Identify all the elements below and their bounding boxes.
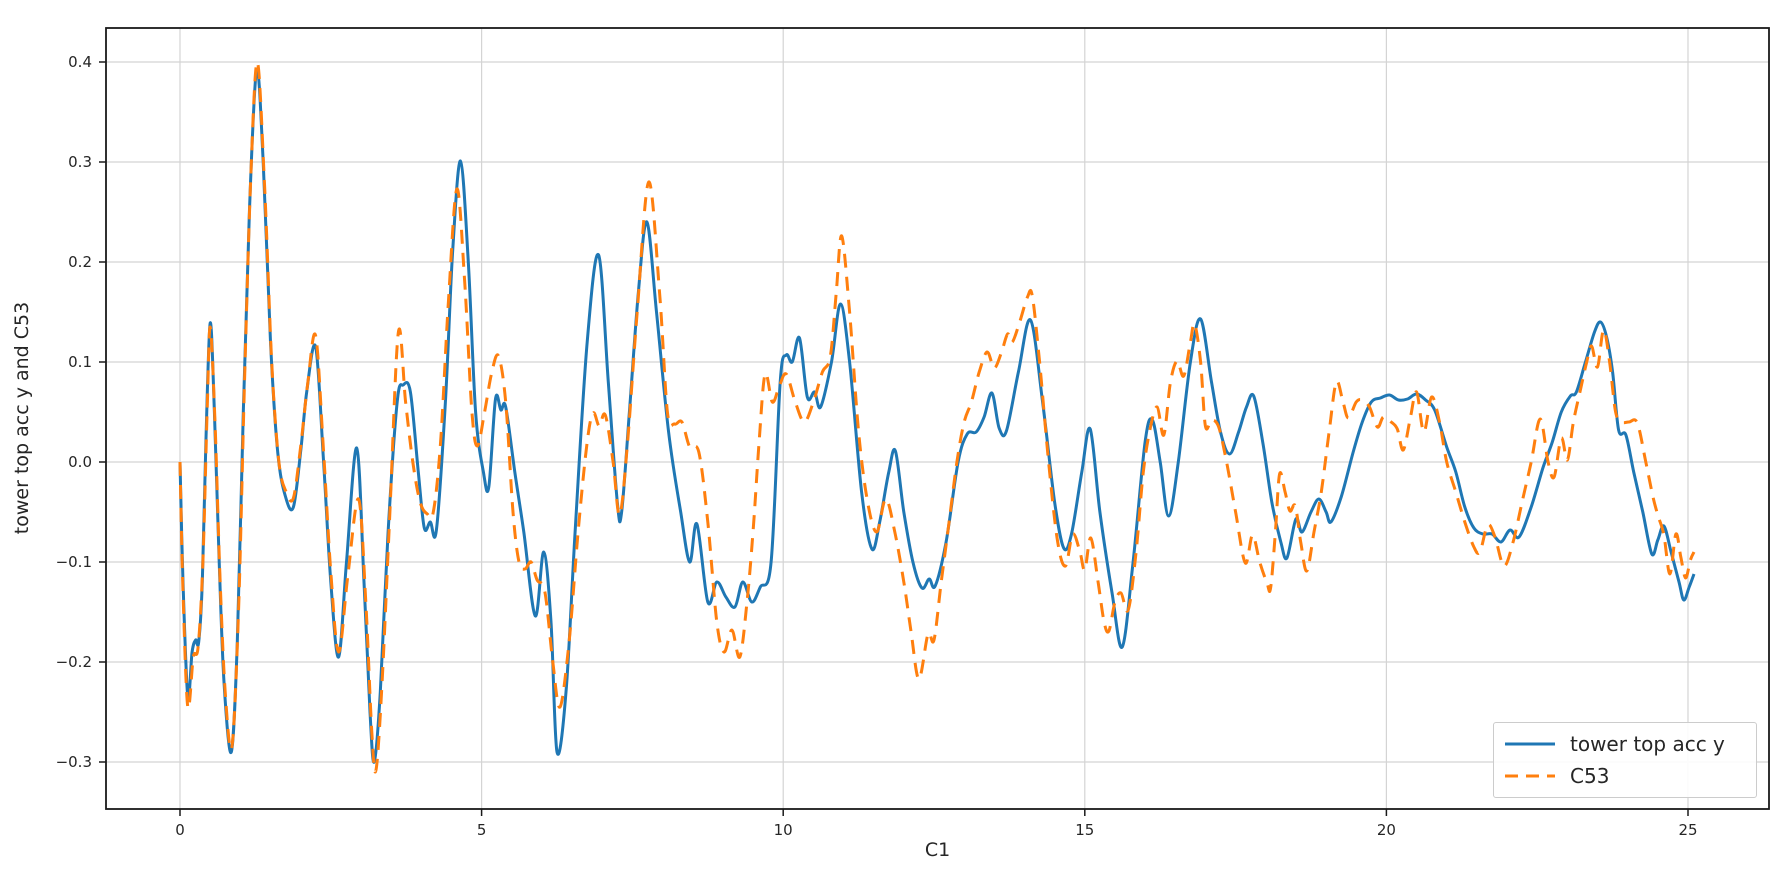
y-tick-label: 0.4 [68,53,92,71]
legend-line-solid-icon [1505,742,1555,746]
plot-border [105,27,1770,810]
legend-item-tower-top-acc-y: tower top acc y [1504,728,1746,760]
y-tick-label: −0.3 [56,753,92,771]
legend-label: tower top acc y [1570,731,1725,756]
x-tick-label: 25 [1678,821,1697,839]
legend: tower top acc y C53 [1493,722,1757,798]
x-tick-label: 15 [1075,821,1094,839]
x-tick-label: 5 [477,821,487,839]
series-group [178,60,1696,774]
legend-line-dashed-icon [1505,774,1555,778]
axis-ticks [99,61,1689,816]
x-tick-label: 10 [774,821,793,839]
y-tick-label: −0.2 [56,653,92,671]
axis-tick-labels: 0 5 10 15 20 25 −0.3 −0.2 −0.1 0.0 0.1 0.2 0.3 0.4 [56,53,1698,839]
y-tick-label: 0.3 [68,153,92,171]
x-tick-label: 0 [175,821,185,839]
y-tick-label: 0.2 [68,253,92,271]
y-tick-label: 0.1 [68,353,92,371]
y-axis-label: tower top acc y and C53 [11,301,33,535]
legend-item-c53: C53 [1504,760,1746,792]
x-tick-label: 20 [1377,821,1396,839]
x-axis-label: C1 [924,839,951,861]
gridlines [106,28,1769,809]
series-c53-line [178,60,1696,774]
y-tick-label: 0.0 [68,453,92,471]
plot-spine [105,27,1770,810]
y-tick-label: −0.1 [56,553,92,571]
legend-label: C53 [1570,764,1610,789]
